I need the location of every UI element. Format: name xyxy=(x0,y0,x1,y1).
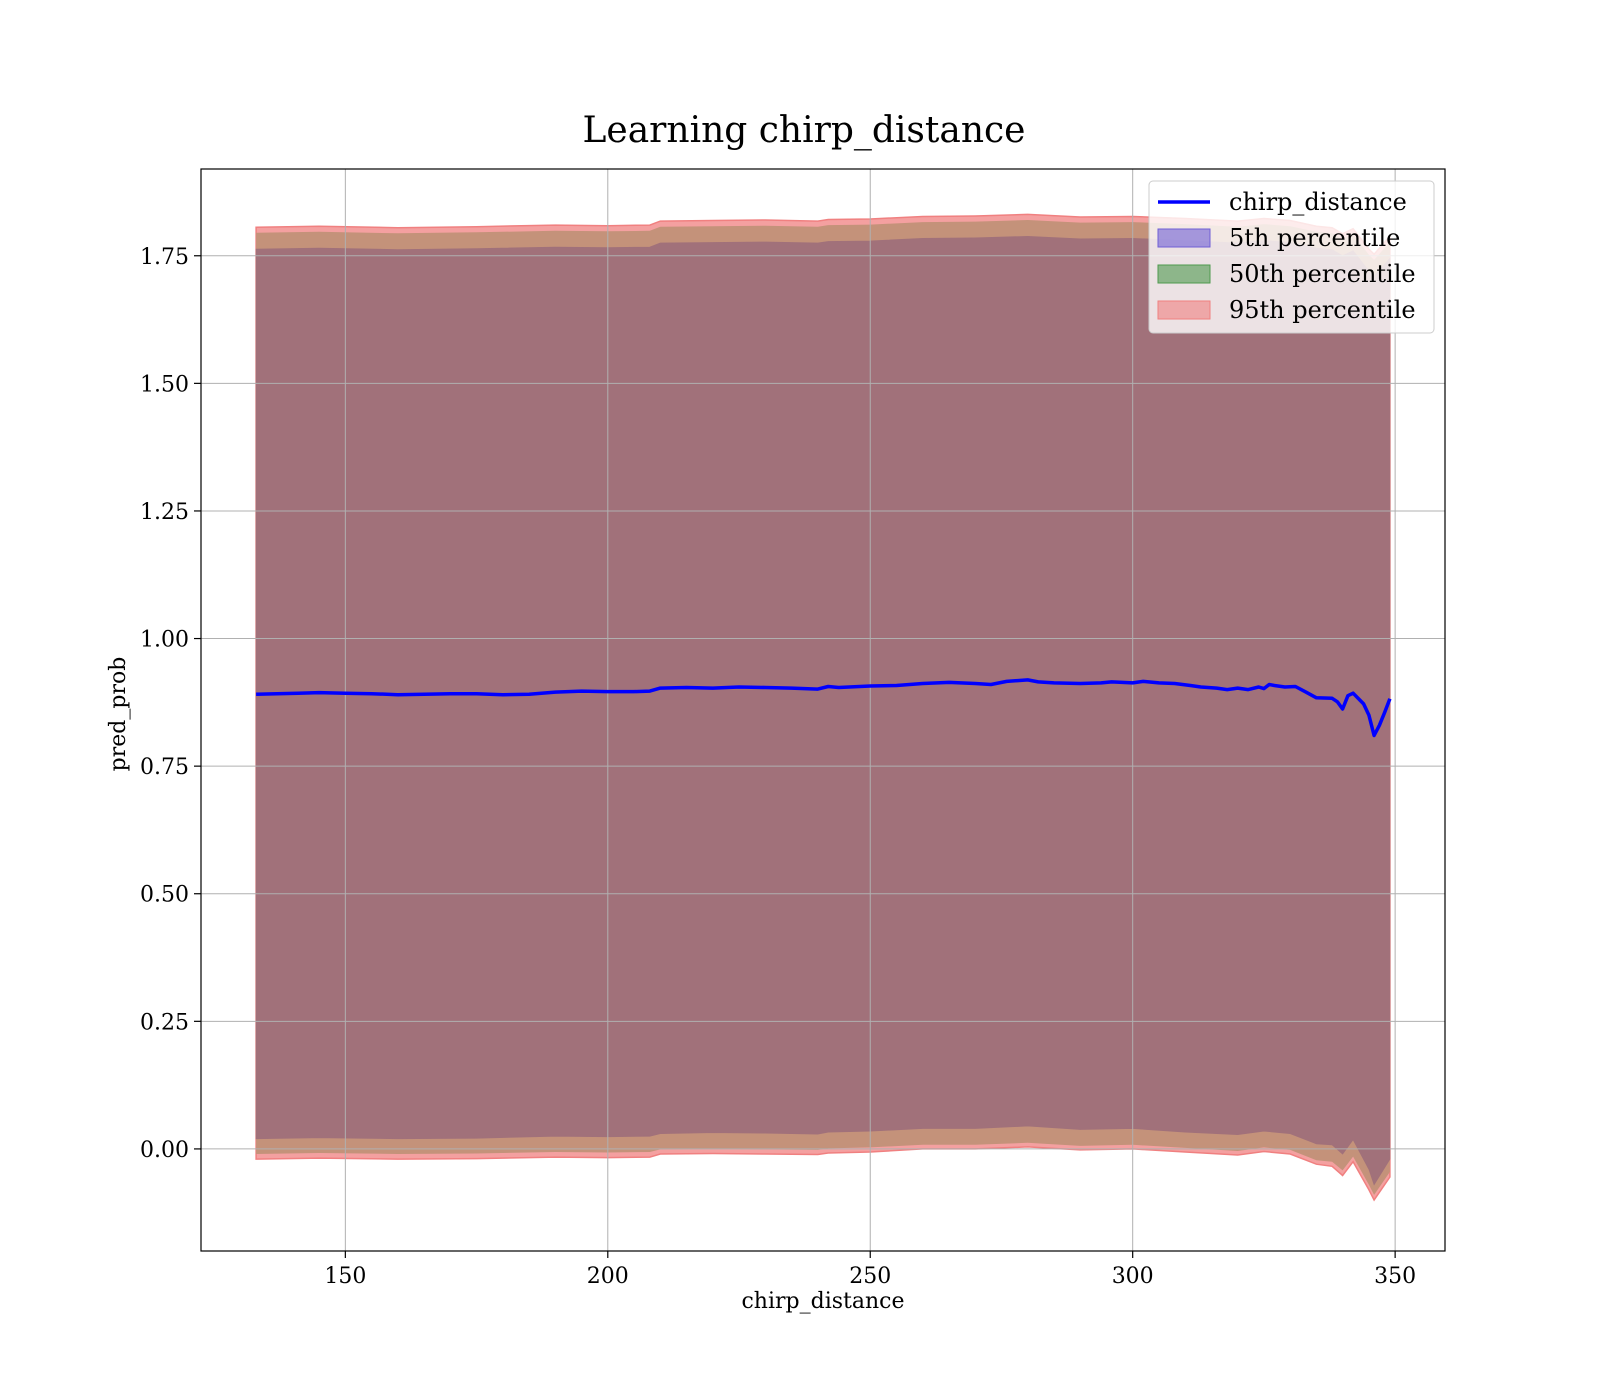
x-axis-label: chirp_distance xyxy=(741,1289,904,1314)
axes-frame xyxy=(200,168,1446,1252)
x-tick-label: 300 xyxy=(1112,1264,1154,1289)
y-tick-label: 1.50 xyxy=(140,372,189,397)
y-tick-label: 0.75 xyxy=(140,755,189,780)
legend-label: chirp_distance xyxy=(1229,188,1407,216)
series-line-chirp-distance xyxy=(256,678,1392,738)
y-axis-label: pred_prob xyxy=(106,657,131,772)
legend-swatch-patch xyxy=(1157,300,1211,320)
x-tick-label: 200 xyxy=(587,1264,629,1289)
chart-title: Learning chirp_distance xyxy=(583,110,1026,151)
plot-area: 150 200 250 300 350 0.00 0.25 0.50 0.75 1.00 1.25 1… xyxy=(140,168,1446,1289)
y-tick-label: 0.00 xyxy=(140,1138,189,1163)
legend-box xyxy=(1148,180,1435,334)
legend-label: 50th percentile xyxy=(1229,260,1416,288)
band-5th-percentile xyxy=(255,235,1391,1186)
legend-label: 5th percentile xyxy=(1229,224,1400,252)
legend-swatch-patch xyxy=(1157,228,1211,248)
y-tick-label: 1.25 xyxy=(140,500,189,525)
y-tick-label: 1.00 xyxy=(140,628,189,653)
legend-label: 95th percentile xyxy=(1229,296,1416,324)
y-tick-label: 0.50 xyxy=(140,883,189,908)
x-tick-label: 250 xyxy=(849,1264,891,1289)
x-tick-label: 150 xyxy=(324,1264,366,1289)
y-tick-label: 0.25 xyxy=(140,1010,189,1035)
y-tick-label: 1.75 xyxy=(140,245,189,270)
legend-swatch-patch xyxy=(1157,264,1211,284)
legend: chirp_distance 5th percentile 50th percent… xyxy=(1148,180,1435,334)
x-tick-label: 350 xyxy=(1374,1264,1416,1289)
